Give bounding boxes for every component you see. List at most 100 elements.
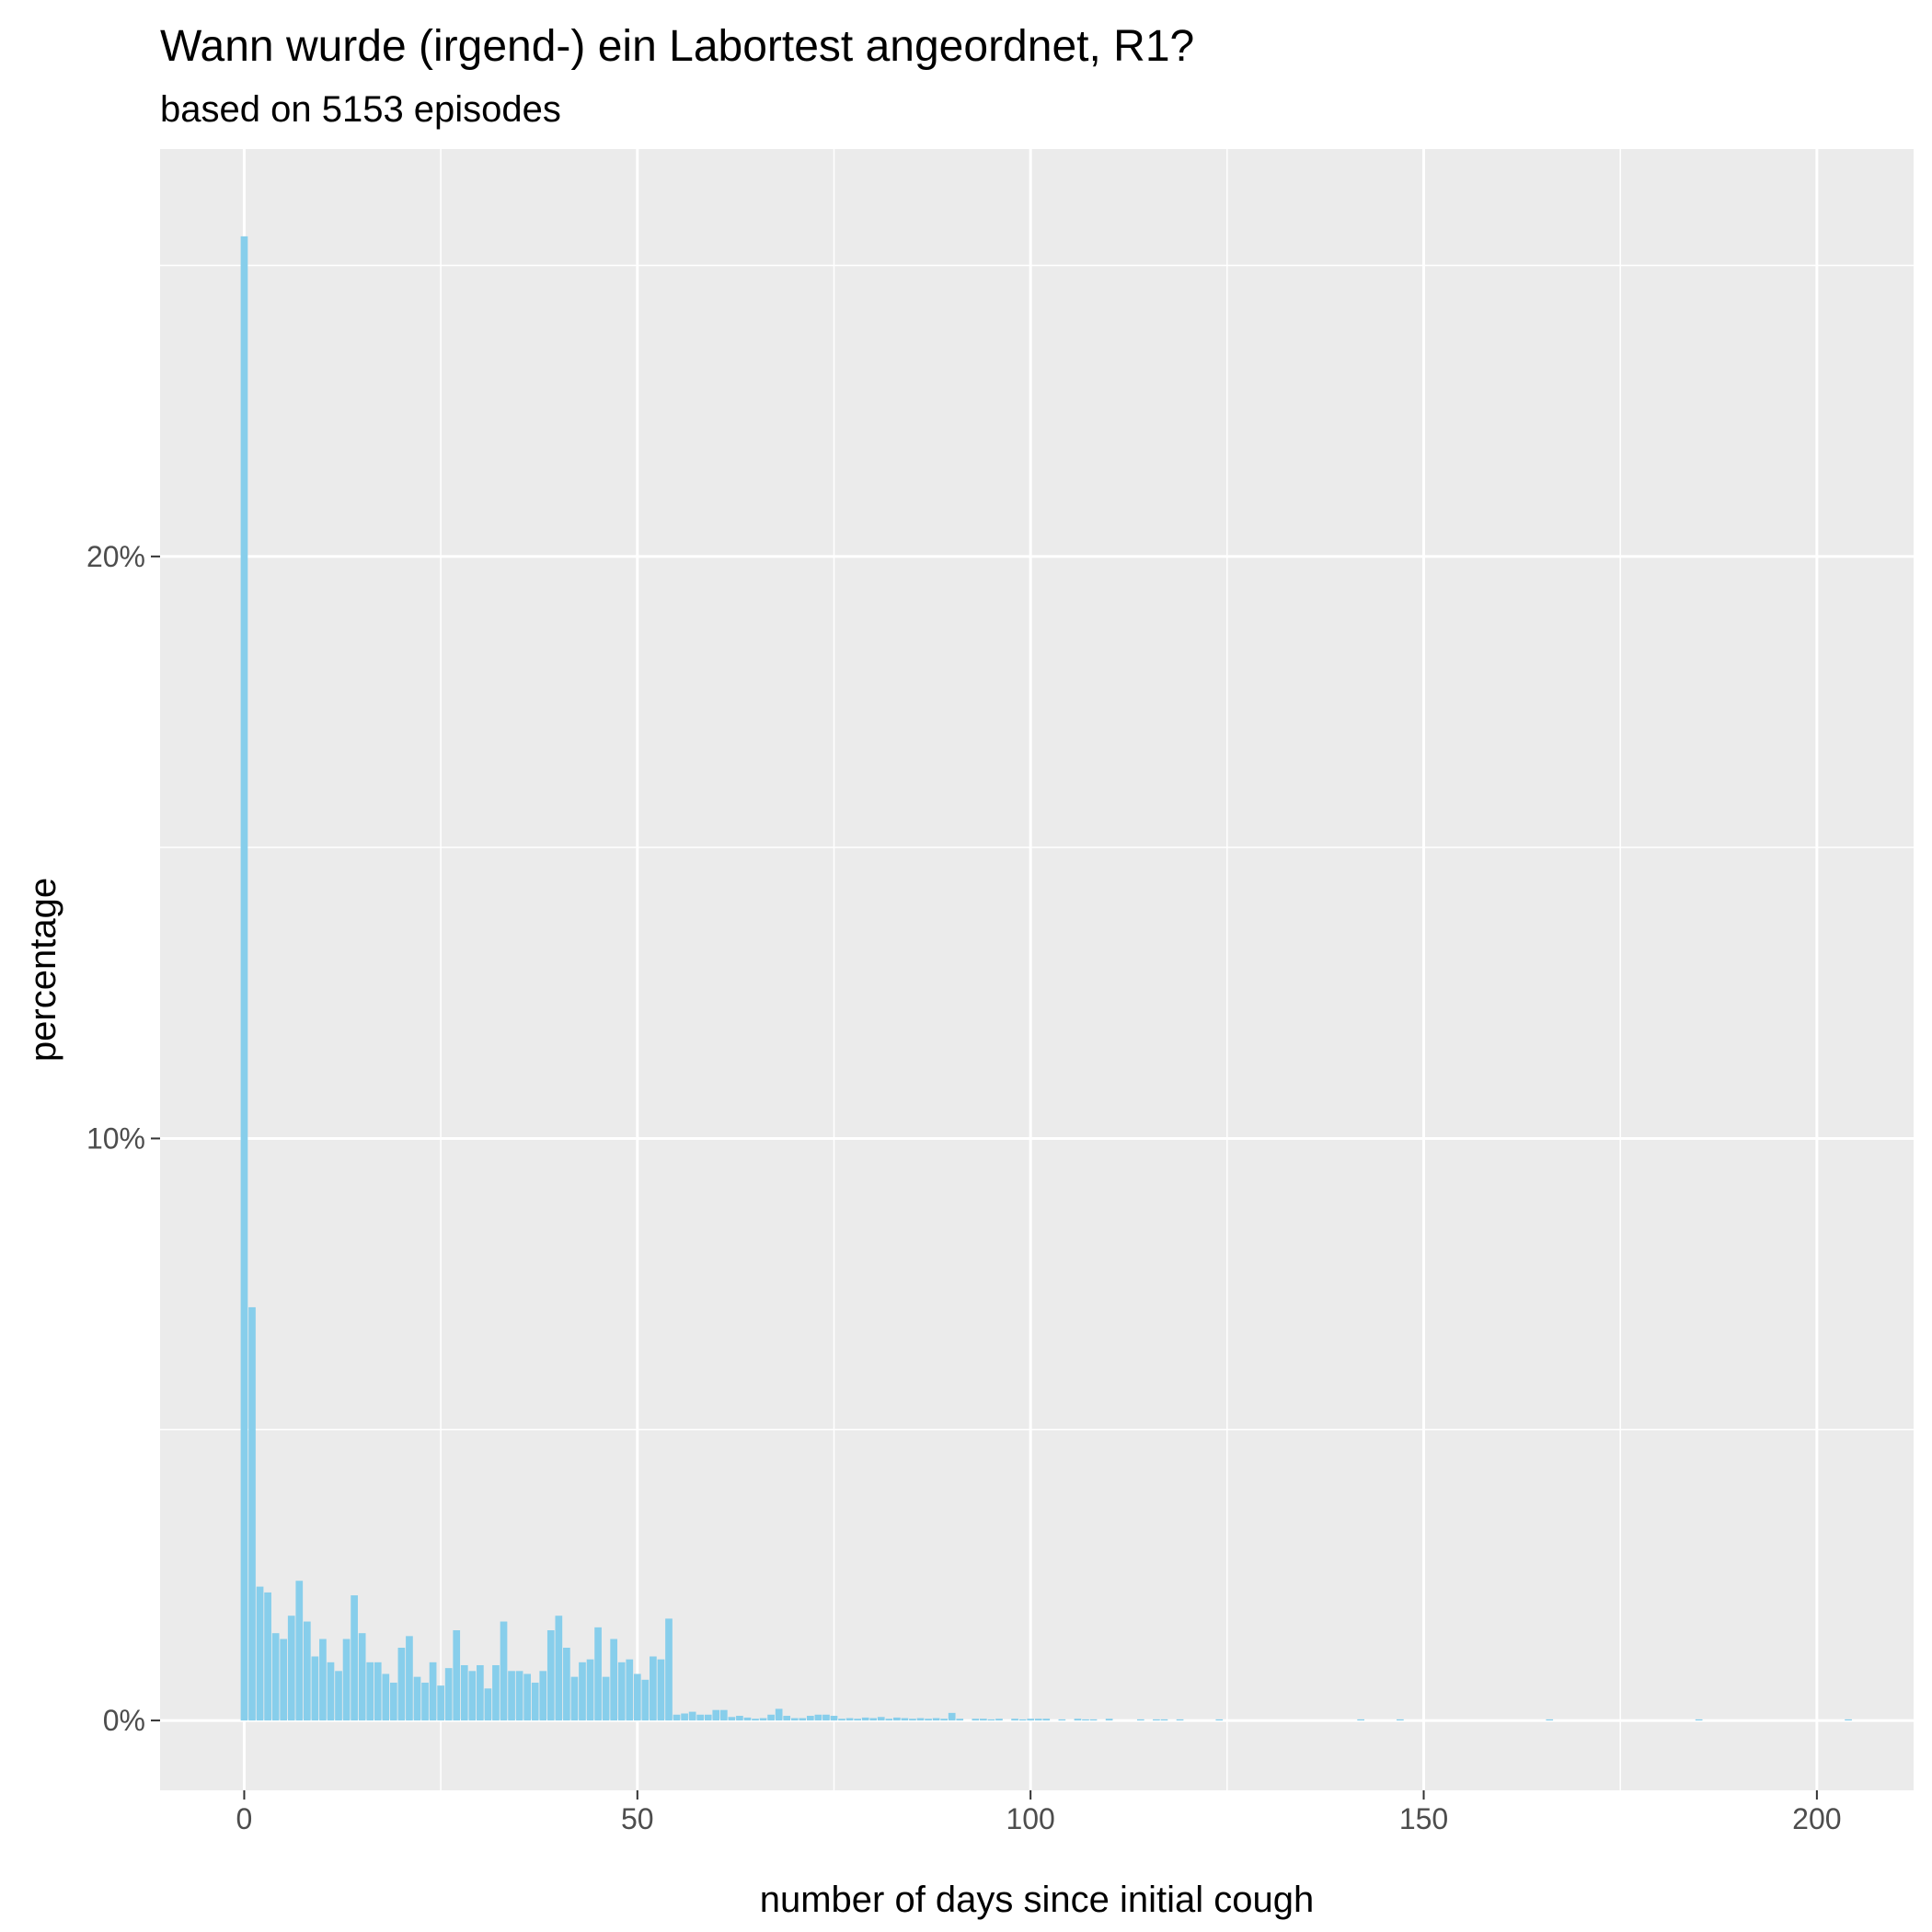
bar bbox=[413, 1676, 421, 1721]
bar bbox=[814, 1714, 822, 1721]
bar bbox=[570, 1676, 579, 1721]
x-tick-label: 50 bbox=[621, 1802, 654, 1835]
bar bbox=[925, 1719, 932, 1721]
bar bbox=[500, 1621, 508, 1721]
x-axis-label: number of days since initial cough bbox=[760, 1880, 1315, 1920]
bar bbox=[358, 1633, 366, 1721]
bar bbox=[1153, 1719, 1160, 1721]
bar bbox=[1058, 1719, 1066, 1721]
bar bbox=[579, 1662, 586, 1721]
bar bbox=[767, 1714, 775, 1721]
bar bbox=[743, 1717, 752, 1721]
bar bbox=[719, 1709, 728, 1721]
x-tick-label: 100 bbox=[1006, 1802, 1054, 1835]
bar bbox=[688, 1711, 696, 1721]
bar bbox=[681, 1713, 688, 1721]
bar bbox=[468, 1671, 477, 1721]
bar bbox=[822, 1714, 830, 1721]
bar bbox=[980, 1719, 987, 1721]
bar bbox=[421, 1682, 429, 1721]
bar bbox=[366, 1662, 374, 1721]
bar bbox=[256, 1586, 264, 1721]
bar bbox=[594, 1627, 602, 1721]
bar bbox=[1042, 1719, 1051, 1721]
y-tick-label: 0% bbox=[103, 1704, 145, 1737]
x-tick-label: 150 bbox=[1399, 1802, 1448, 1835]
bar bbox=[838, 1719, 845, 1721]
bar bbox=[295, 1581, 304, 1721]
bar bbox=[460, 1664, 468, 1721]
bar bbox=[696, 1714, 705, 1721]
bar bbox=[759, 1718, 767, 1721]
bar bbox=[650, 1656, 657, 1721]
bar bbox=[264, 1592, 271, 1721]
bar bbox=[319, 1639, 327, 1721]
bar bbox=[539, 1671, 547, 1721]
bar bbox=[351, 1595, 358, 1721]
bar bbox=[484, 1688, 492, 1721]
bar bbox=[1089, 1719, 1098, 1721]
bar bbox=[523, 1673, 531, 1721]
y-axis-ticks: 0% 10% 20% bbox=[86, 540, 160, 1737]
bar bbox=[444, 1668, 453, 1721]
bar bbox=[1176, 1719, 1184, 1721]
bar bbox=[1011, 1719, 1018, 1721]
bar bbox=[531, 1682, 539, 1721]
bar bbox=[987, 1719, 995, 1721]
bar bbox=[861, 1717, 869, 1721]
bar bbox=[830, 1716, 838, 1721]
bar bbox=[885, 1719, 893, 1721]
bar bbox=[1136, 1719, 1144, 1721]
bar bbox=[790, 1718, 799, 1721]
bars bbox=[240, 236, 1852, 1721]
bar bbox=[374, 1662, 382, 1721]
bar bbox=[617, 1662, 626, 1721]
bar bbox=[657, 1659, 665, 1721]
bar bbox=[610, 1639, 618, 1721]
bar bbox=[1215, 1719, 1224, 1721]
bar bbox=[382, 1673, 390, 1721]
bar bbox=[1695, 1719, 1703, 1721]
bar bbox=[1018, 1719, 1027, 1721]
bar bbox=[704, 1714, 712, 1721]
bar bbox=[271, 1633, 280, 1721]
bar bbox=[390, 1682, 397, 1721]
bar bbox=[633, 1673, 641, 1721]
bar bbox=[736, 1716, 743, 1721]
bar bbox=[626, 1659, 634, 1721]
bar bbox=[342, 1639, 351, 1721]
bar bbox=[453, 1630, 461, 1721]
bar bbox=[783, 1716, 791, 1721]
bar bbox=[327, 1662, 335, 1721]
x-tick-label: 0 bbox=[236, 1802, 253, 1835]
bar bbox=[940, 1719, 948, 1721]
bar bbox=[563, 1648, 570, 1721]
x-axis-ticks: 0 50 100 150 200 bbox=[236, 1790, 1842, 1835]
bar bbox=[665, 1618, 673, 1721]
bar bbox=[280, 1639, 288, 1721]
chart-title: Wann wurde (irgend-) ein Labortest angeo… bbox=[160, 22, 1194, 71]
bar bbox=[948, 1712, 956, 1721]
y-tick-label: 10% bbox=[86, 1121, 145, 1155]
bar bbox=[248, 1306, 256, 1721]
bar bbox=[799, 1718, 807, 1721]
bar bbox=[397, 1648, 406, 1721]
bar bbox=[932, 1718, 940, 1721]
bar bbox=[311, 1656, 319, 1721]
bar bbox=[406, 1636, 413, 1721]
bar bbox=[806, 1716, 814, 1721]
bar bbox=[728, 1717, 736, 1721]
bar bbox=[1105, 1719, 1113, 1721]
bar bbox=[1082, 1719, 1089, 1721]
bar bbox=[287, 1616, 295, 1721]
bar bbox=[1027, 1719, 1035, 1721]
bar bbox=[1397, 1719, 1404, 1721]
bar bbox=[437, 1685, 444, 1721]
bar bbox=[752, 1719, 759, 1721]
bar bbox=[775, 1708, 783, 1721]
x-tick-label: 200 bbox=[1792, 1802, 1841, 1835]
bar bbox=[555, 1616, 563, 1721]
bar bbox=[1074, 1719, 1082, 1721]
bar bbox=[673, 1714, 681, 1721]
